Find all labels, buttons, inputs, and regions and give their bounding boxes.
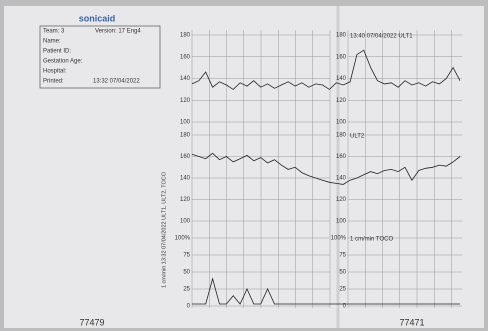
patient-id: Patient ID: <box>43 49 71 55</box>
footer-right: 77471 <box>399 317 424 327</box>
y-tick-label: 180 <box>180 33 191 39</box>
y-tick-label: 120 <box>180 98 191 104</box>
y-tick-label: 0 <box>187 304 191 310</box>
y-tick-label: 120 <box>336 197 347 203</box>
y-tick-label: 120 <box>180 197 191 203</box>
y-tick-label: 50 <box>339 270 346 276</box>
y-tick-label: 75 <box>183 253 190 259</box>
info-box <box>39 25 161 89</box>
y-tick-label: 160 <box>336 154 347 160</box>
panel-label: 1 cm/min TOCO <box>350 237 393 243</box>
version: Version: 17 Eng4 <box>95 29 141 35</box>
y-tick-label: 100 <box>180 120 191 126</box>
y-tick-label: 0 <box>343 304 347 310</box>
y-tick-label: 140 <box>336 176 347 182</box>
footer-left: 77479 <box>79 317 104 327</box>
y-tick-label: 50 <box>183 270 190 276</box>
panel-label: 13:40 07/04/2022 ULT1 <box>350 34 413 40</box>
y-tick-label: 100% <box>331 236 347 242</box>
y-tick-label: 75 <box>339 253 346 259</box>
printed-time: 13:32 07/04/2022 <box>93 79 140 85</box>
y-tick-label: 120 <box>336 98 347 104</box>
side-label: 1 cm/min 13:32 07/04/2022 ULT1, ULT2, TO… <box>161 171 167 288</box>
team: Team: 3 <box>43 29 65 35</box>
y-tick-label: 160 <box>336 54 347 60</box>
trace <box>191 49 461 90</box>
brand: sonicaid <box>79 13 116 23</box>
y-tick-label: 180 <box>336 33 347 39</box>
y-tick-label: 140 <box>336 76 347 82</box>
y-tick-label: 140 <box>180 176 191 182</box>
gestation: Gestation Age: <box>43 59 83 65</box>
y-tick-label: 100 <box>180 219 191 225</box>
hospital: Hospital: <box>43 69 67 75</box>
y-tick-label: 180 <box>180 133 191 139</box>
name: Name: <box>43 39 61 45</box>
trace <box>192 277 460 305</box>
y-tick-label: 180 <box>336 133 347 139</box>
y-tick-label: 100% <box>175 236 191 242</box>
y-tick-label: 25 <box>183 287 190 293</box>
y-tick-label: 100 <box>336 219 347 225</box>
trace <box>191 152 461 185</box>
y-tick-label: 100 <box>336 120 347 126</box>
y-tick-label: 160 <box>180 154 191 160</box>
printed: Printed: <box>43 79 64 85</box>
y-tick-label: 160 <box>180 54 191 60</box>
y-tick-label: 25 <box>339 287 346 293</box>
y-tick-label: 140 <box>180 76 191 82</box>
panel-label: ULT2 <box>350 134 365 140</box>
